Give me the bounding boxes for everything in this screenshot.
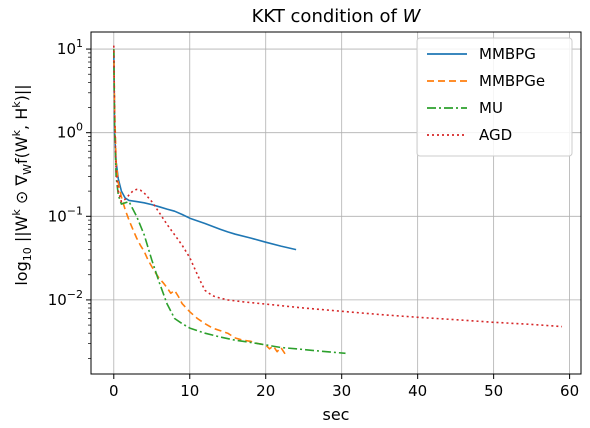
x-tick-label: 30 xyxy=(332,382,351,400)
x-tick-label: 40 xyxy=(408,382,427,400)
plot-frame xyxy=(90,31,582,375)
series-line-mmbpge xyxy=(113,49,289,355)
series-layer xyxy=(113,45,563,355)
series-line-mmbpg xyxy=(113,52,297,251)
legend-label: AGD xyxy=(479,126,512,144)
legend-label: MMBPG xyxy=(479,45,536,63)
x-tick-label: 50 xyxy=(484,382,503,400)
y-tick-label: 10−1 xyxy=(48,204,83,225)
x-tick-label: 10 xyxy=(180,382,199,400)
x-axis-label: sec xyxy=(323,405,350,424)
series-line-agd xyxy=(113,45,563,328)
x-tick-label: 0 xyxy=(109,382,119,400)
y-tick-label: 101 xyxy=(57,37,83,58)
y-tick-label: 100 xyxy=(57,121,83,142)
y-axis-label: log10 ||Wk ⊙ ∇Wf(Wk, Hk)|| xyxy=(10,84,34,285)
legend: MMBPG MMBPGe MU AGD xyxy=(416,37,573,157)
x-tick-label: 20 xyxy=(256,382,275,400)
series-line-mu xyxy=(113,49,346,355)
y-ticks: 10−2 10−1 100 101 xyxy=(48,37,91,359)
chart-title: KKT condition of W xyxy=(252,6,422,27)
legend-label: MMBPGe xyxy=(479,72,545,90)
legend-label: MU xyxy=(479,99,503,117)
x-tick-label: 60 xyxy=(560,382,579,400)
y-tick-label: 10−2 xyxy=(48,288,83,309)
x-ticks: 0 10 20 30 40 50 60 xyxy=(109,374,579,400)
legend-box xyxy=(416,37,573,157)
